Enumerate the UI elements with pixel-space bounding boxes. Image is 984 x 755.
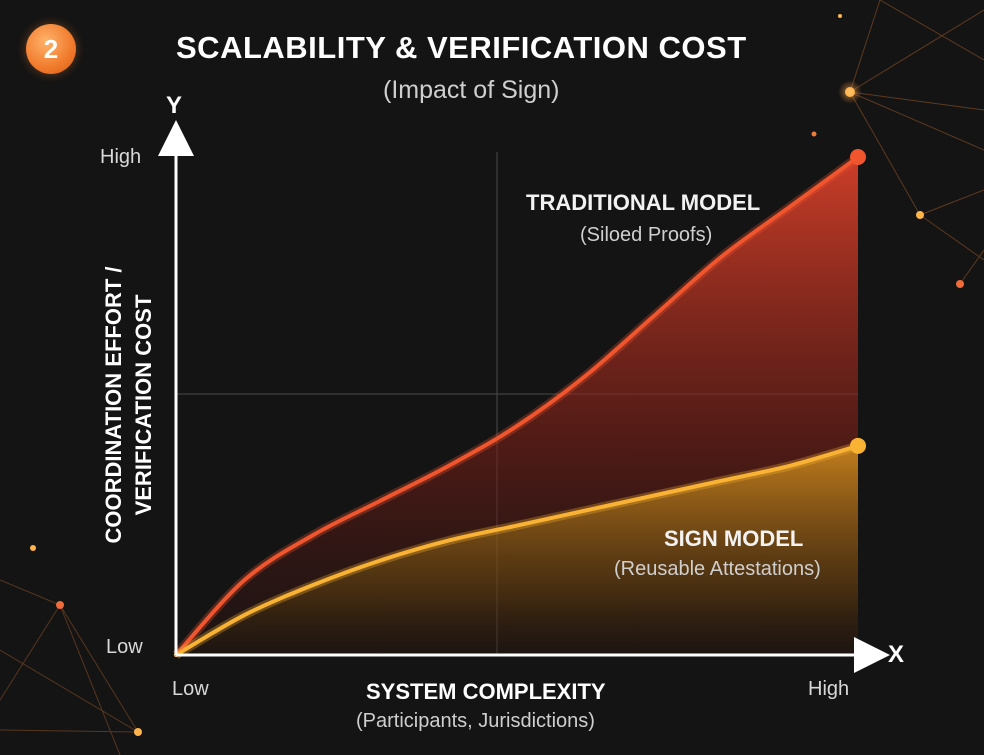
line-traditional [174,155,860,657]
x-axis-label: SYSTEM COMPLEXITY [366,679,606,704]
series-endpoints [850,149,866,454]
decor-network-top-right [849,0,984,285]
decor-dots-top-right [811,14,964,288]
area-sign [176,445,858,655]
y-axis-letter: Y [166,92,183,119]
chart-title: SCALABILITY & VERIFICATION COST [176,30,747,65]
series-label-traditional: TRADITIONAL MODEL [526,190,761,215]
y-axis-label: COORDINATION EFFORT / VERIFICATION COST [84,240,174,570]
y-axis-label-line2: VERIFICATION COST [131,294,156,516]
area-fills [176,157,858,655]
x-tick-high: High [808,678,850,700]
line-sign [174,443,860,657]
x-axis-letter: X [888,641,905,668]
endpoint-traditional [850,149,866,165]
series-note-sign: (Reusable Attestations) [614,558,821,580]
series-lines [172,153,861,659]
x-axis-sublabel: (Participants, Jurisdictions) [356,710,595,732]
endpoint-sign [850,437,866,454]
y-tick-high: High [100,146,142,168]
series-label-sign: SIGN MODEL [664,526,804,551]
y-tick-low: Low [106,636,143,658]
y-axis-label-line1: COORDINATION EFFORT / [101,266,126,544]
series-note-traditional: (Siloed Proofs) [580,224,713,246]
decor-dots-bottom-left [30,545,142,736]
chart-subtitle: (Impact of Sign) [383,76,560,104]
decor-network-bottom-left [0,579,139,755]
step-number-badge: 2 [26,24,76,74]
x-tick-low: Low [172,678,209,700]
